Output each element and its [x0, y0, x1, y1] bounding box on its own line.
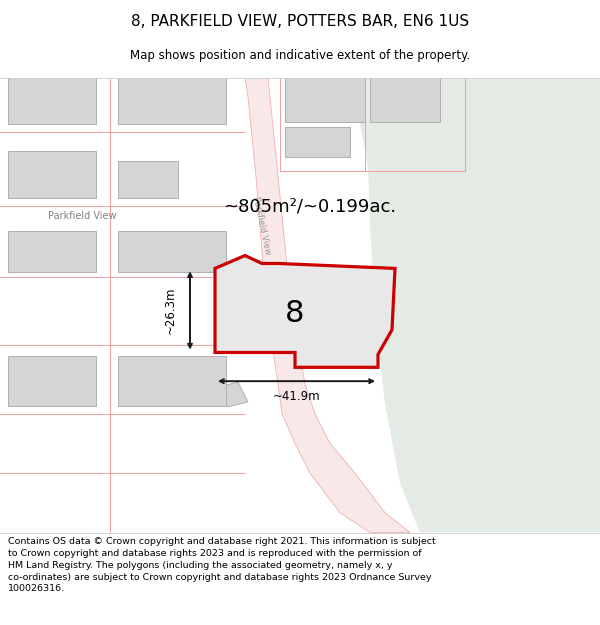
Bar	[8, 356, 96, 406]
Bar	[118, 231, 226, 272]
Bar	[118, 161, 178, 198]
Bar	[118, 356, 226, 406]
Bar	[8, 69, 96, 124]
Text: 8, PARKFIELD VIEW, POTTERS BAR, EN6 1US: 8, PARKFIELD VIEW, POTTERS BAR, EN6 1US	[131, 14, 469, 29]
Bar	[285, 72, 365, 122]
Bar	[8, 231, 96, 272]
Text: Parkfield View: Parkfield View	[48, 211, 116, 221]
Text: ~26.3m: ~26.3m	[163, 287, 176, 334]
Bar	[370, 72, 440, 122]
Bar	[8, 151, 96, 198]
Polygon shape	[218, 382, 248, 407]
Text: 8: 8	[284, 299, 304, 328]
Text: Parkfield View: Parkfield View	[251, 196, 272, 256]
Polygon shape	[215, 256, 395, 368]
Polygon shape	[355, 78, 600, 532]
Polygon shape	[245, 78, 410, 532]
Text: Map shows position and indicative extent of the property.: Map shows position and indicative extent…	[130, 49, 470, 62]
Bar	[118, 69, 226, 124]
Text: ~805m²/~0.199ac.: ~805m²/~0.199ac.	[223, 197, 397, 215]
Bar	[285, 127, 350, 157]
Text: ~41.9m: ~41.9m	[272, 391, 320, 404]
Text: Contains OS data © Crown copyright and database right 2021. This information is : Contains OS data © Crown copyright and d…	[8, 537, 436, 593]
